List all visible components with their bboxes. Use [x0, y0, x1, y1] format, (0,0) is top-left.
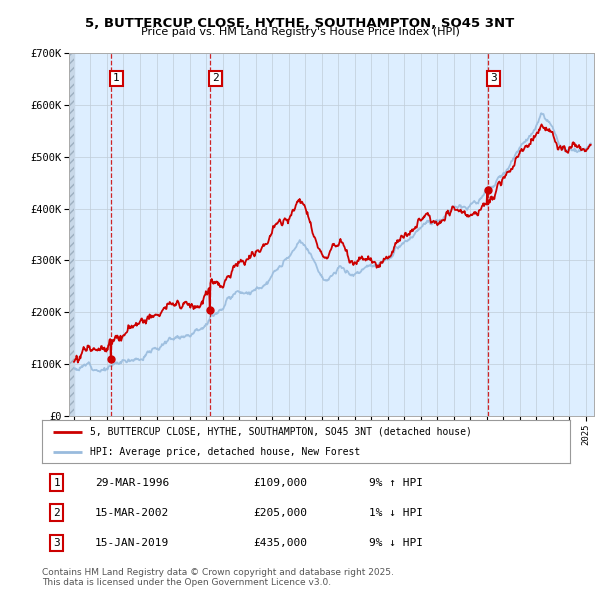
Bar: [69, 53, 74, 416]
Text: 2: 2: [53, 508, 60, 518]
Text: 3: 3: [490, 74, 497, 84]
Text: 3: 3: [53, 538, 60, 548]
Bar: [69, 53, 74, 416]
Text: 1: 1: [53, 477, 60, 487]
Text: £435,000: £435,000: [253, 538, 307, 548]
Text: 1: 1: [113, 74, 120, 84]
Text: 5, BUTTERCUP CLOSE, HYTHE, SOUTHAMPTON, SO45 3NT: 5, BUTTERCUP CLOSE, HYTHE, SOUTHAMPTON, …: [85, 17, 515, 30]
Text: 9% ↑ HPI: 9% ↑ HPI: [370, 477, 424, 487]
Text: 5, BUTTERCUP CLOSE, HYTHE, SOUTHAMPTON, SO45 3NT (detached house): 5, BUTTERCUP CLOSE, HYTHE, SOUTHAMPTON, …: [89, 427, 472, 437]
Text: HPI: Average price, detached house, New Forest: HPI: Average price, detached house, New …: [89, 447, 360, 457]
Text: 15-JAN-2019: 15-JAN-2019: [95, 538, 169, 548]
Text: 2: 2: [212, 74, 219, 84]
Text: 9% ↓ HPI: 9% ↓ HPI: [370, 538, 424, 548]
Text: 1% ↓ HPI: 1% ↓ HPI: [370, 508, 424, 518]
Text: 29-MAR-1996: 29-MAR-1996: [95, 477, 169, 487]
Text: £205,000: £205,000: [253, 508, 307, 518]
Text: Price paid vs. HM Land Registry's House Price Index (HPI): Price paid vs. HM Land Registry's House …: [140, 27, 460, 37]
Text: Contains HM Land Registry data © Crown copyright and database right 2025.
This d: Contains HM Land Registry data © Crown c…: [42, 568, 394, 587]
Text: 15-MAR-2002: 15-MAR-2002: [95, 508, 169, 518]
Text: £109,000: £109,000: [253, 477, 307, 487]
